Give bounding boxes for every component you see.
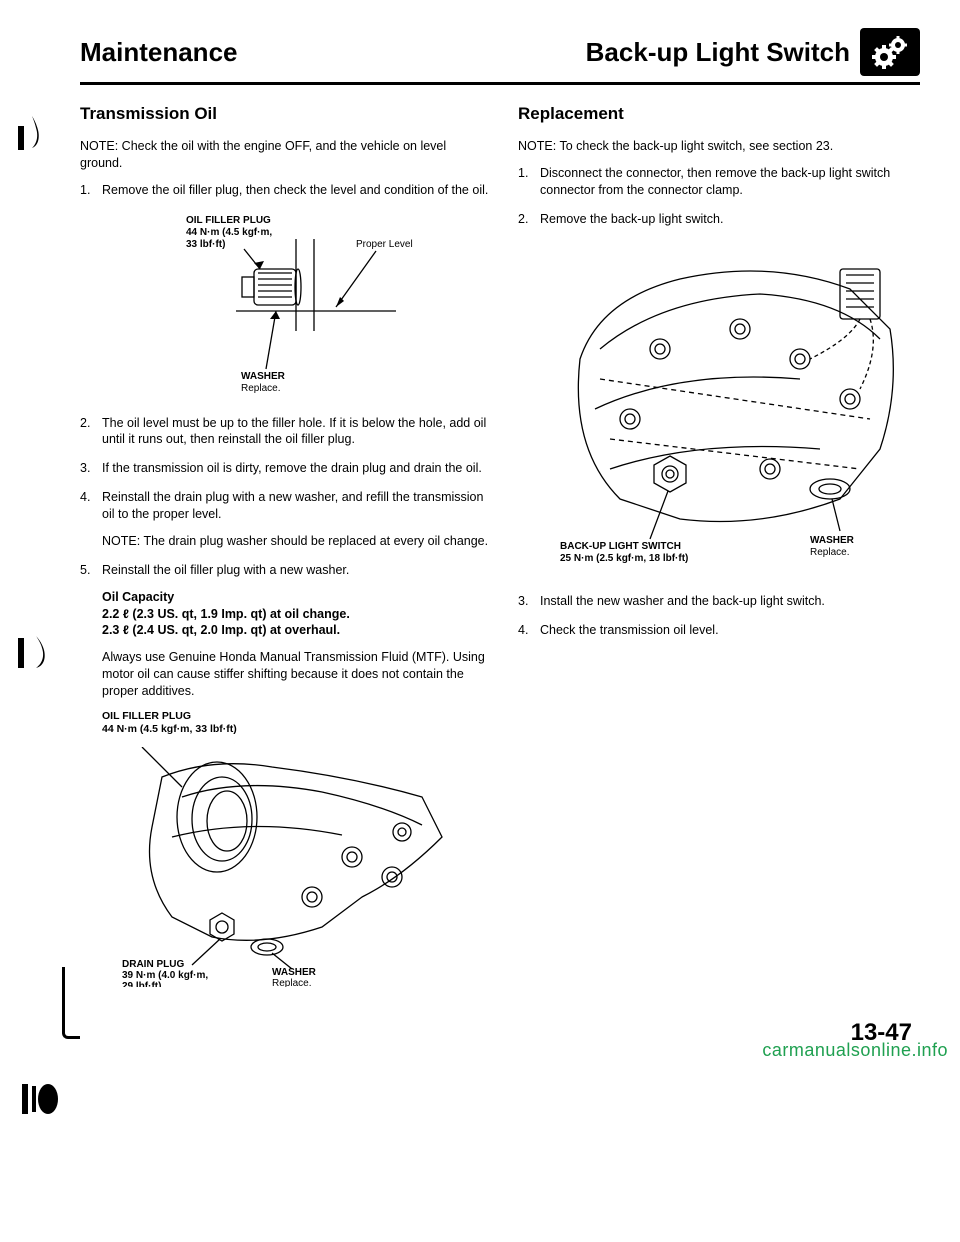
step-4: Check the transmission oil level. (518, 622, 920, 639)
mtf-note: Always use Genuine Honda Manual Transmis… (102, 649, 490, 700)
gear-icon (860, 28, 920, 76)
left-column: Transmission Oil NOTE: Check the oil wit… (80, 103, 490, 1001)
fig1-washer-sub: Replace. (241, 383, 280, 394)
step-text: Check the transmission oil level. (540, 623, 719, 637)
right-column: Replacement NOTE: To check the back-up l… (518, 103, 920, 1001)
step-5: Reinstall the oil filler plug with a new… (80, 562, 490, 987)
fig3-washer-sub: Replace. (810, 547, 849, 558)
fig2-filler-label: OIL FILLER PLUG (102, 710, 490, 723)
margin-tab-icon (18, 112, 66, 150)
step-text: Disconnect the connector, then remove th… (540, 166, 890, 197)
step-2: The oil level must be up to the filler h… (80, 415, 490, 449)
note-text: NOTE: To check the back-up light switch,… (518, 138, 920, 155)
margin-tab-icon (18, 632, 66, 670)
step-3: If the transmission oil is dirty, remove… (80, 460, 490, 477)
fig3-switch-torque: 25 N·m (2.5 kgf·m, 18 lbf·ft) (560, 553, 688, 564)
fig2-drain-label: DRAIN PLUG (122, 959, 184, 970)
header-right-title: Back-up Light Switch (586, 37, 850, 68)
header-left-title: Maintenance (80, 37, 238, 68)
fig2-washer-sub: Replace. (272, 978, 311, 987)
step-4: Reinstall the drain plug with a new wash… (80, 489, 490, 550)
fig3-washer-label: WASHER (810, 535, 855, 546)
step-1: Remove the oil filler plug, then check t… (80, 182, 490, 401)
figure-backup-switch: BACK-UP LIGHT SWITCH 25 N·m (2.5 kgf·m, … (540, 239, 920, 579)
margin-corner-icon (62, 967, 80, 1039)
step-text: Remove the back-up light switch. (540, 212, 723, 226)
margin-tab-icon (18, 1080, 66, 1118)
step-text: Reinstall the oil filler plug with a new… (102, 563, 349, 577)
fig1-washer-label: WASHER (241, 371, 286, 382)
step-text: Remove the oil filler plug, then check t… (102, 183, 488, 197)
step-3: Install the new washer and the back-up l… (518, 593, 920, 610)
step-1: Disconnect the connector, then remove th… (518, 165, 920, 199)
step-2: Remove the back-up light switch. (518, 211, 920, 580)
step-text: Install the new washer and the back-up l… (540, 594, 825, 608)
fig2-washer-label: WASHER (272, 967, 317, 978)
svg-text:44 N·m (4.5 kgf·m,: 44 N·m (4.5 kgf·m, (186, 227, 272, 238)
fig1-proper-level: Proper Level (356, 239, 413, 250)
svg-text:39 N·m (4.0 kgf·m,: 39 N·m (4.0 kgf·m, (122, 970, 208, 981)
step-text: If the transmission oil is dirty, remove… (102, 461, 482, 475)
fig3-switch-label: BACK-UP LIGHT SWITCH (560, 541, 681, 552)
figure-filler-plug: OIL FILLER PLUG 44 N·m (4.5 kgf·m, 33 lb… (102, 211, 490, 401)
oil-capacity-line2: 2.3 ℓ (2.4 US. qt, 2.0 Imp. qt) at overh… (102, 622, 490, 639)
figure-drain-plug: DRAIN PLUG 39 N·m (4.0 kgf·m, 29 lbf·ft)… (102, 747, 490, 987)
step4-note: NOTE: The drain plug washer should be re… (102, 533, 490, 550)
step-text: Reinstall the drain plug with a new wash… (102, 490, 483, 521)
svg-text:33 lbf·ft): 33 lbf·ft) (186, 239, 225, 250)
svg-text:29 lbf·ft): 29 lbf·ft) (122, 981, 161, 987)
watermark-text: carmanualsonline.info (762, 1040, 948, 1061)
page-header: Maintenance Back-up Light Switch (80, 28, 920, 85)
oil-capacity-title: Oil Capacity (102, 589, 490, 606)
section-title-transmission-oil: Transmission Oil (80, 103, 490, 126)
oil-capacity-line1: 2.2 ℓ (2.3 US. qt, 1.9 Imp. qt) at oil c… (102, 606, 490, 623)
fig2-filler-torque: 44 N·m (4.5 kgf·m, 33 lbf·ft) (102, 723, 490, 736)
step-text: The oil level must be up to the filler h… (102, 416, 486, 447)
fig1-filler-label: OIL FILLER PLUG (186, 215, 271, 226)
section-title-replacement: Replacement (518, 103, 920, 126)
note-text: NOTE: Check the oil with the engine OFF,… (80, 138, 490, 172)
